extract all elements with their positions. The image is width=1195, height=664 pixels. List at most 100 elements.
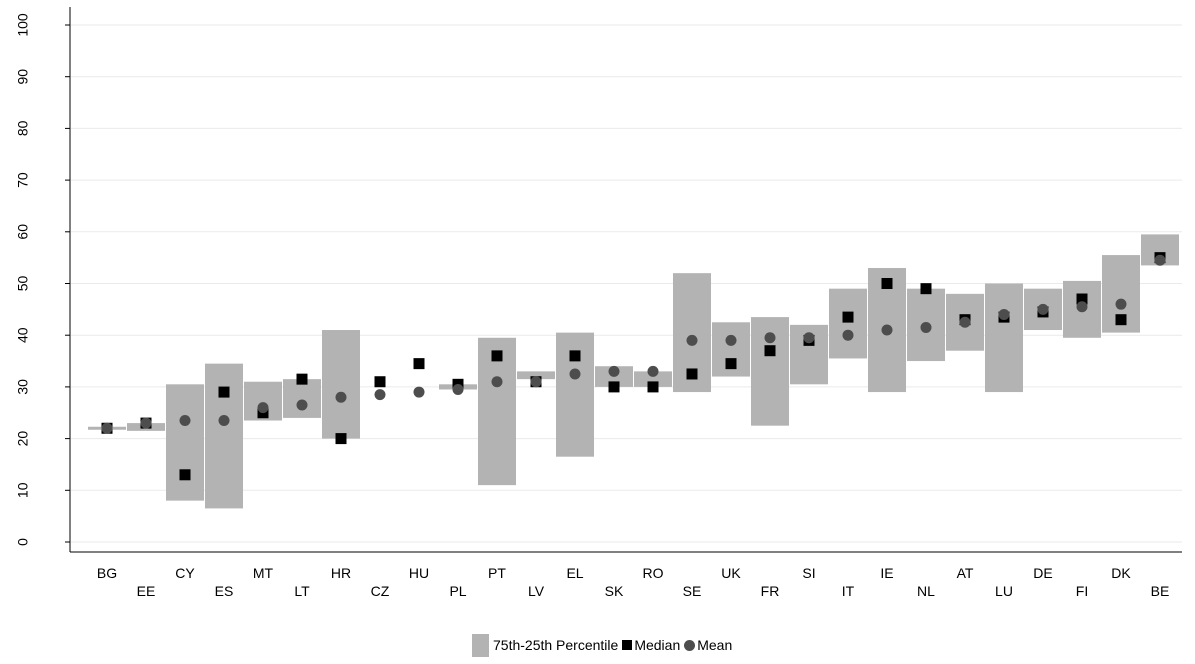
x-tick-label-at: AT: [957, 565, 974, 581]
x-tick-label-ie: IE: [880, 565, 893, 581]
x-tick-label-be: BE: [1151, 583, 1170, 599]
x-tick-label-fi: FI: [1076, 583, 1088, 599]
median-marker-sk: [608, 381, 620, 393]
mean-marker-it: [842, 329, 854, 341]
chart-plot: 0 10 20 30 40 50 60 70 80 90 100 BG EE CY ES MT LT HR CZ HU…: [15, 7, 1182, 599]
legend-item-median: Median: [618, 637, 680, 653]
y-tick-label: 20: [15, 431, 31, 447]
range-bar-lt: [283, 379, 321, 418]
median-marker-dk: [1115, 314, 1127, 326]
range-bar-it: [829, 288, 867, 359]
median-marker-cz: [374, 376, 386, 388]
x-tick-label-lt: LT: [294, 583, 310, 599]
median-marker-fr: [764, 345, 776, 357]
range-bar-pt: [478, 337, 516, 486]
mean-marker-el: [569, 368, 581, 380]
chart-legend: 75th-25th Percentile Median Mean: [472, 633, 732, 657]
mean-marker-ie: [881, 324, 893, 336]
median-marker-hr: [335, 433, 347, 445]
y-tick-label: 0: [15, 538, 31, 546]
median-marker-uk: [725, 358, 737, 370]
mean-marker-at: [959, 316, 971, 328]
range-bar-lu: [985, 283, 1023, 393]
mean-marker-lu: [998, 309, 1010, 321]
mean-marker-sk: [608, 365, 620, 377]
median-marker-nl: [920, 283, 932, 295]
legend-median-label: Median: [634, 637, 681, 653]
legend-item-range: 75th-25th Percentile: [472, 633, 619, 657]
median-marker-es: [218, 386, 230, 398]
x-tick-label-se: SE: [683, 583, 702, 599]
x-tick-label-pl: PL: [449, 583, 466, 599]
x-tick-label-lv: LV: [528, 583, 545, 599]
mean-marker-hr: [335, 391, 347, 403]
mean-marker-se: [686, 334, 698, 346]
legend-item-mean: Mean: [680, 637, 732, 653]
y-tick-label: 80: [15, 120, 31, 136]
mean-marker-lt: [296, 399, 308, 411]
y-tick-label: 10: [15, 482, 31, 498]
median-marker-it: [842, 311, 854, 323]
median-marker-ie: [881, 278, 893, 289]
range-bar-cy: [166, 384, 204, 501]
median-marker-ro: [647, 381, 659, 393]
mean-marker-cy: [179, 415, 191, 427]
median-marker-lt: [296, 373, 308, 385]
x-tick-label-sk: SK: [605, 583, 624, 599]
x-tick-label-fr: FR: [761, 583, 780, 599]
mean-marker-dk: [1115, 298, 1127, 310]
x-tick-label-lu: LU: [995, 583, 1013, 599]
mean-marker-fr: [764, 332, 776, 344]
legend-range-swatch: [472, 633, 489, 657]
range-bar-lv: [517, 371, 555, 380]
x-tick-label-mt: MT: [253, 565, 274, 581]
y-tick-label: 70: [15, 172, 31, 188]
mean-marker-uk: [725, 334, 737, 346]
y-tick-label: 40: [15, 327, 31, 343]
mean-marker-cz: [374, 389, 386, 401]
y-tick-label: 100: [15, 13, 31, 37]
median-marker-el: [569, 350, 581, 362]
range-bar-hr: [322, 330, 360, 439]
x-tick-label-cy: CY: [175, 565, 195, 581]
mean-marker-ee: [140, 417, 152, 429]
mean-marker-hu: [413, 386, 425, 398]
x-tick-label-bg: BG: [97, 565, 117, 581]
median-marker-hu: [413, 358, 425, 370]
mean-marker-pt: [491, 376, 503, 388]
y-tick-label: 50: [15, 276, 31, 292]
x-tick-label-es: ES: [215, 583, 234, 599]
range-bar-ro: [634, 371, 672, 387]
x-tick-label-nl: NL: [917, 583, 935, 599]
median-marker-pt: [491, 350, 503, 362]
mean-marker-be: [1154, 254, 1166, 266]
median-marker-se: [686, 368, 698, 380]
y-tick-label: 90: [15, 69, 31, 85]
x-tick-label-hu: HU: [409, 565, 429, 581]
mean-marker-de: [1037, 303, 1049, 315]
legend-mean-label: Mean: [697, 637, 733, 653]
mean-marker-ro: [647, 365, 659, 377]
mean-marker-mt: [257, 402, 269, 414]
x-tick-label-ee: EE: [137, 583, 156, 599]
x-tick-label-cz: CZ: [371, 583, 390, 599]
legend-median-swatch: [622, 640, 633, 650]
x-tick-label-pt: PT: [488, 565, 506, 581]
x-tick-label-el: EL: [566, 565, 583, 581]
x-tick-label-de: DE: [1033, 565, 1052, 581]
median-marker-cy: [179, 469, 191, 481]
x-tick-label-si: SI: [802, 565, 815, 581]
median-marker-fi: [1076, 293, 1088, 305]
x-tick-label-hr: HR: [331, 565, 351, 581]
mean-marker-pl: [452, 383, 464, 395]
legend-range-label: 75th-25th Percentile: [493, 637, 619, 653]
x-tick-label-uk: UK: [721, 565, 741, 581]
x-tick-label-ro: RO: [643, 565, 664, 581]
range-bar-es: [205, 363, 243, 509]
mean-marker-lv: [530, 376, 542, 388]
x-tick-label-dk: DK: [1111, 565, 1131, 581]
legend-mean-swatch: [684, 639, 696, 651]
mean-marker-si: [803, 332, 815, 344]
y-tick-label: 30: [15, 379, 31, 395]
mean-marker-bg: [101, 422, 113, 434]
